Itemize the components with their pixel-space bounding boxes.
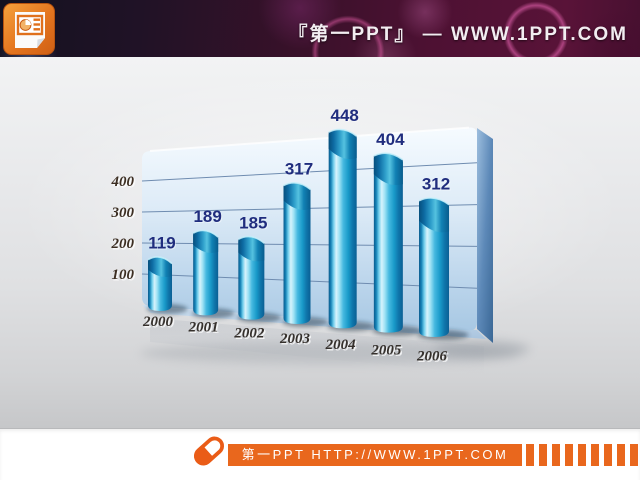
bar-top-highlight bbox=[283, 182, 312, 191]
footer-stripe bbox=[565, 444, 573, 466]
bar-top-highlight bbox=[328, 128, 358, 137]
category-labels: 2000 2001 2002 2003 2004 2005 2006 bbox=[142, 314, 448, 364]
y-axis-labels: 100 200 300 400 bbox=[111, 174, 135, 283]
footer-site-banner[interactable]: 第一PPT HTTP://WWW.1PPT.COM bbox=[228, 444, 522, 466]
category-label: 2002 bbox=[233, 325, 265, 341]
site-title: 『第一PPT』 — WWW.1PPT.COM bbox=[288, 24, 628, 45]
bar-cylinder-cap bbox=[148, 256, 172, 278]
bar-cylinder-body bbox=[193, 233, 219, 316]
category-label: 2004 bbox=[325, 337, 357, 353]
bar-cylinder-body bbox=[419, 200, 450, 337]
footer-stripe bbox=[617, 444, 625, 466]
bar-top-highlight bbox=[418, 197, 450, 206]
bar-top-highlight bbox=[237, 235, 265, 244]
footer-stripes-decoration bbox=[526, 444, 640, 466]
footer-site-label: 第一PPT HTTP://WWW.1PPT.COM bbox=[241, 447, 509, 462]
capsule-svg bbox=[193, 436, 225, 466]
category-label: 2006 bbox=[416, 348, 448, 364]
bar-cylinder-cap bbox=[238, 236, 265, 262]
bar-cylinder-body bbox=[373, 156, 403, 333]
value-label: 448 bbox=[330, 106, 358, 125]
bar-cylinder-body bbox=[283, 185, 311, 324]
footer-stripe bbox=[604, 444, 612, 466]
footer-stripe bbox=[526, 444, 534, 466]
panel-side-edge bbox=[477, 128, 493, 343]
value-label: 189 bbox=[193, 207, 221, 226]
bar-cylinder-body bbox=[328, 132, 357, 329]
capsule-link-icon[interactable] bbox=[193, 435, 225, 467]
y-axis-tick-label: 400 bbox=[111, 174, 135, 190]
bar-cylinder-cap bbox=[328, 129, 357, 160]
footer-stripe bbox=[630, 444, 638, 466]
category-label: 2000 bbox=[142, 314, 174, 330]
y-axis-tick-label: 300 bbox=[111, 205, 135, 221]
bar-top-highlight bbox=[192, 229, 219, 238]
bar-top-highlight bbox=[147, 256, 173, 265]
panel-reflection bbox=[150, 318, 484, 374]
value-label: 404 bbox=[376, 130, 405, 149]
value-labels: 119 189 185 317 448 404 312 bbox=[148, 106, 450, 252]
bar-cylinder-cap bbox=[419, 197, 450, 233]
footer-stripe bbox=[578, 444, 586, 466]
powerpoint-logo-icon[interactable] bbox=[2, 2, 56, 56]
footer-stripe bbox=[552, 444, 560, 466]
y-axis-tick-label: 200 bbox=[111, 236, 135, 252]
gridline bbox=[141, 162, 478, 182]
footer-stripe bbox=[591, 444, 599, 466]
bar-cylinder-cap bbox=[193, 230, 219, 253]
bars bbox=[146, 128, 469, 340]
bar-cylinder-cap bbox=[373, 153, 403, 186]
panel-top-highlight bbox=[149, 126, 470, 152]
footer-bar: 第一PPT HTTP://WWW.1PPT.COM bbox=[0, 428, 640, 480]
category-label: 2005 bbox=[370, 343, 402, 359]
footer-stripe bbox=[539, 444, 547, 466]
bar-top-highlight bbox=[373, 152, 404, 161]
value-label: 312 bbox=[422, 175, 450, 194]
category-label: 2001 bbox=[188, 320, 219, 336]
category-label: 2003 bbox=[279, 331, 311, 347]
value-label: 119 bbox=[148, 234, 175, 253]
header-banner: 『第一PPT』 — WWW.1PPT.COM bbox=[0, 0, 640, 58]
value-label: 317 bbox=[285, 160, 313, 179]
bar-cylinder-cap bbox=[283, 182, 311, 211]
y-axis-tick-label: 100 bbox=[112, 267, 135, 283]
value-label: 185 bbox=[239, 213, 267, 232]
powerpoint-logo-svg bbox=[3, 3, 55, 55]
page-fold bbox=[37, 38, 45, 48]
